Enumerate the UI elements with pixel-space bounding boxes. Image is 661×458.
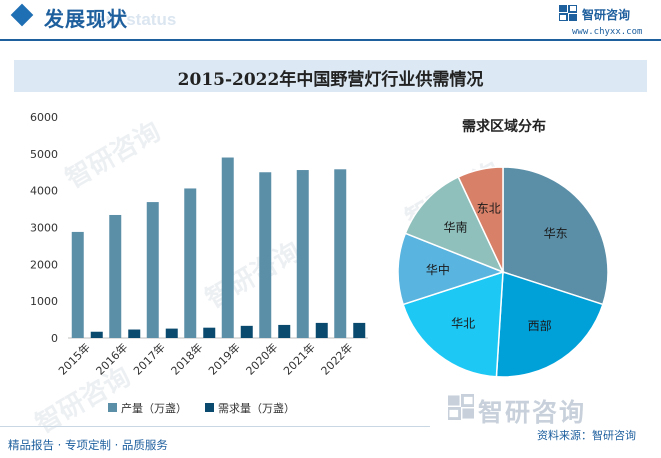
bar-production — [109, 214, 122, 338]
y-tick-label: 2000 — [30, 258, 58, 271]
bar-demand — [240, 325, 253, 338]
pie-slice — [404, 175, 505, 274]
y-tick-label: 1000 — [30, 295, 58, 308]
pie-slice-label: 西部 — [528, 318, 552, 333]
bar-production — [296, 170, 309, 338]
bar-demand — [128, 329, 141, 338]
watermark-logo-icon — [448, 394, 474, 420]
y-tick-label: 3000 — [30, 222, 58, 235]
x-tick-label: 2021年 — [280, 340, 317, 377]
x-tick-label: 2016年 — [93, 340, 130, 377]
pie-slice-label: 东北 — [477, 201, 501, 215]
y-tick-label: 5000 — [30, 148, 58, 161]
bar-production — [221, 157, 234, 338]
pie-title: 需求区域分布 — [462, 118, 546, 135]
pie-slice-label: 华中 — [426, 262, 450, 277]
brand-name: 智研咨询 — [582, 8, 631, 22]
y-tick-label: 4000 — [30, 185, 58, 198]
pie-slice-label: 华北 — [451, 316, 475, 330]
legend-swatch — [108, 403, 117, 412]
bar-demand — [165, 328, 178, 338]
legend-swatch — [205, 403, 214, 412]
section-subtitle-watermark: ent status — [96, 10, 177, 29]
footer-slogan: 精品报告 · 专项定制 · 品质服务 — [8, 438, 168, 452]
brand-url[interactable]: www.chyxx.com — [572, 27, 643, 37]
x-tick-label: 2022年 — [318, 340, 355, 377]
pie-slice — [502, 166, 609, 306]
pie-slice-label: 华南 — [444, 219, 468, 234]
bar-production — [71, 231, 84, 338]
bar-demand — [353, 322, 366, 338]
pie-slice — [457, 166, 504, 273]
header-divider — [0, 39, 661, 41]
x-tick-label: 2019年 — [205, 340, 242, 377]
bar-demand — [203, 327, 216, 338]
chart-title: 2015-2022年中国野营灯行业供需情况 — [177, 70, 484, 90]
pie-slice — [402, 270, 504, 378]
data-source: 资料来源：智研咨询 — [537, 429, 636, 442]
x-tick-label: 2015年 — [55, 340, 92, 377]
x-tick-label: 2017年 — [130, 340, 167, 377]
brand-logo-icon — [559, 5, 577, 21]
bar-production — [184, 188, 197, 338]
pie-slice — [495, 270, 604, 378]
pie-slice — [397, 232, 506, 306]
bar-demand — [90, 331, 103, 338]
bar-demand — [315, 322, 328, 338]
bar-production — [334, 169, 347, 338]
legend-label: 产量（万盏） — [121, 401, 187, 415]
y-tick-label: 6000 — [30, 111, 58, 124]
bar-demand — [278, 324, 291, 338]
x-tick-label: 2018年 — [168, 340, 205, 377]
chart-title-band: 2015-2022年中国野营灯行业供需情况 — [14, 60, 647, 92]
x-tick-label: 2020年 — [243, 340, 280, 377]
watermark-brand: 智研咨询 — [478, 398, 587, 427]
footer-divider — [0, 426, 430, 427]
legend-label: 需求量（万盏） — [218, 401, 295, 415]
pie-slice-label: 华东 — [544, 227, 568, 241]
header: ent status 发展现状 智研咨询 www.chyxx.com — [0, 0, 661, 41]
y-tick-label: 0 — [51, 332, 58, 345]
bar-production — [146, 202, 159, 338]
bar-production — [259, 172, 272, 338]
section-title: 发展现状 — [44, 7, 128, 31]
